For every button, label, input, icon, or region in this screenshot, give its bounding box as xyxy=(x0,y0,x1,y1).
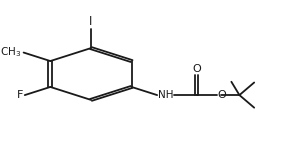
Text: I: I xyxy=(89,15,93,28)
Text: O: O xyxy=(218,90,226,100)
Text: O: O xyxy=(192,64,201,74)
Text: F: F xyxy=(17,90,23,100)
Text: NH: NH xyxy=(158,90,174,100)
Text: CH$_3$: CH$_3$ xyxy=(0,46,22,59)
